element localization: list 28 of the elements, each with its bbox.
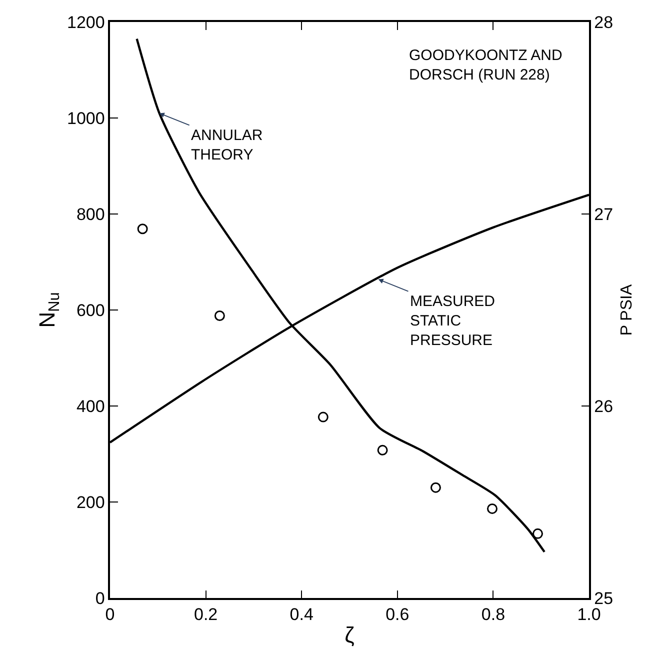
x-tick-label: 0.8 bbox=[481, 605, 506, 624]
annotation: ANNULAR THEORY bbox=[191, 127, 263, 164]
y-tick-label: 200 bbox=[76, 492, 105, 512]
y2-tick-label: 27 bbox=[594, 204, 614, 224]
x-tick-label: 1.0 bbox=[577, 605, 601, 624]
y2-tick-label: 28 bbox=[594, 12, 614, 32]
point bbox=[318, 412, 328, 422]
y2-tick-label: 25 bbox=[594, 588, 614, 608]
y-tick-label: 800 bbox=[76, 204, 105, 224]
point bbox=[137, 224, 148, 234]
y2-tick-label: 26 bbox=[594, 396, 614, 416]
y-tick-label: 1200 bbox=[67, 12, 105, 32]
y-tick-label: 0 bbox=[95, 588, 105, 608]
point bbox=[377, 444, 388, 456]
annotation: MEASURED STATIC PRESSURE bbox=[410, 293, 496, 349]
annotation: GOODYKOONTZ AND DORSCH (RUN 228) bbox=[409, 47, 563, 84]
point bbox=[214, 310, 225, 322]
y-tick-label: 400 bbox=[76, 396, 105, 416]
y-tick-label: 1000 bbox=[67, 108, 105, 128]
y2-axis-title: P PSIA bbox=[618, 284, 636, 336]
x-tick-label: 0.4 bbox=[290, 605, 314, 624]
x-tick-label: 0.2 bbox=[194, 605, 218, 624]
x-axis-title: ζ bbox=[344, 622, 355, 648]
point bbox=[532, 528, 543, 539]
x-tick-label: 0.6 bbox=[386, 605, 410, 624]
point bbox=[430, 482, 441, 493]
y-tick-label: 600 bbox=[76, 300, 105, 320]
point bbox=[486, 503, 498, 514]
